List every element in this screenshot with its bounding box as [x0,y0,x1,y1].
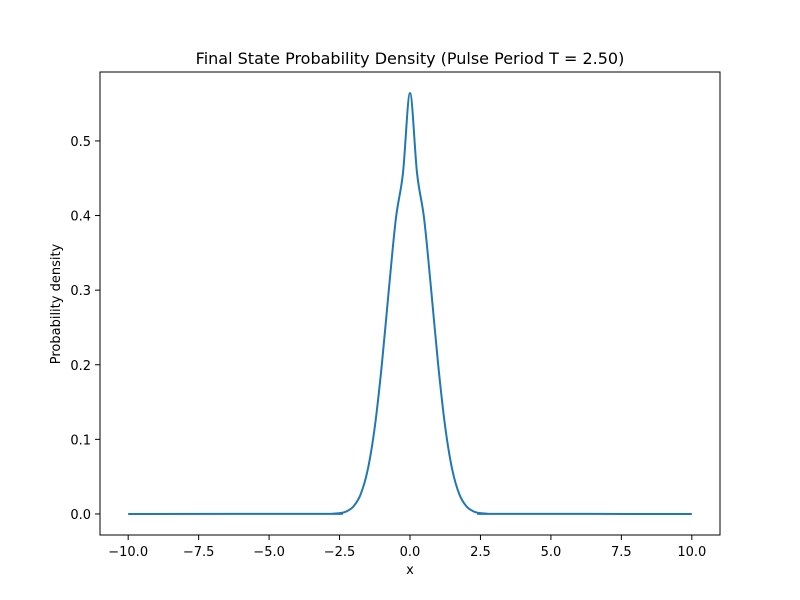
y-tick-label: 0.4 [70,210,91,225]
x-tick-label: 0.0 [400,545,421,560]
y-axis-ticks: 0.0 0.1 0.2 0.3 0.4 0.5 [70,135,100,523]
x-axis-label: x [406,563,414,578]
density-series-line [128,92,692,515]
x-tick-label: 10.0 [677,545,706,560]
x-tick-label: 2.5 [470,545,491,560]
x-tick-label: 5.0 [541,545,562,560]
x-tick-label: −10.0 [108,545,148,560]
chart-title: Final State Probability Density (Pulse P… [196,49,625,68]
y-tick-label: 0.3 [70,284,91,299]
y-axis-label: Probability density [49,243,64,364]
y-tick-label: 0.5 [70,135,91,150]
x-axis-ticks: −10.0 −7.5 −5.0 −2.5 0.0 2.5 5.0 7.5 10.0 [108,535,706,560]
y-tick-label: 0.2 [70,359,91,374]
y-tick-label: 0.1 [70,433,91,448]
y-tick-label: 0.0 [70,508,91,523]
x-tick-label: −2.5 [324,545,356,560]
x-tick-label: 7.5 [611,545,632,560]
plot-frame [99,71,721,536]
x-tick-label: −7.5 [183,545,215,560]
x-tick-label: −5.0 [253,545,285,560]
